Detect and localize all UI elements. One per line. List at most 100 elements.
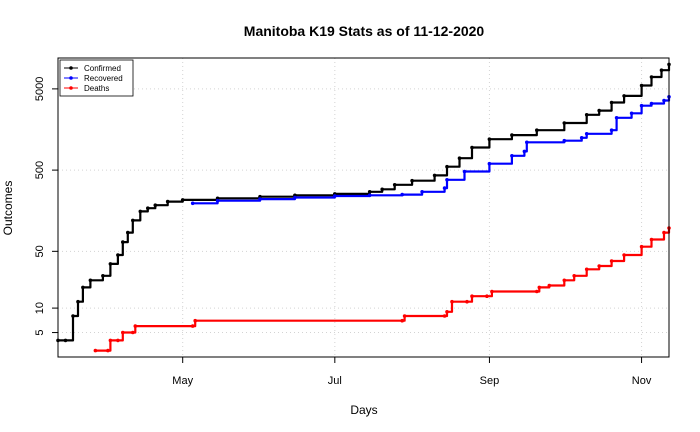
axes: May Jul Sep Nov 5 10 50 500 5000: [34, 77, 652, 387]
data-point-deaths: [639, 244, 644, 249]
data-point-confirmed: [562, 121, 567, 125]
data-point-confirmed: [380, 187, 385, 192]
data-point-recovered: [614, 116, 619, 120]
data-point-recovered: [522, 149, 527, 154]
data-point-deaths: [402, 314, 407, 318]
data-point-deaths: [572, 274, 576, 278]
data-point-confirmed: [76, 299, 80, 304]
legend-marker-recovered: [69, 76, 73, 80]
data-point-deaths: [537, 285, 542, 290]
x-axis-label: Days: [350, 403, 377, 417]
data-point-confirmed: [535, 128, 539, 132]
data-point-deaths: [116, 338, 120, 343]
data-point-confirmed: [126, 230, 130, 235]
data-point-deaths: [649, 237, 654, 242]
data-point-confirmed: [597, 108, 601, 113]
data-point-recovered: [367, 193, 372, 198]
series-line-recovered: [192, 96, 671, 205]
data-point-recovered: [445, 178, 449, 182]
data-point-recovered: [662, 98, 666, 103]
data-point-confirmed: [487, 137, 492, 141]
data-point-recovered: [333, 194, 337, 198]
data-point-deaths: [108, 338, 113, 343]
data-point-recovered: [258, 197, 262, 201]
data-point-deaths: [190, 324, 195, 328]
data-point-recovered: [462, 169, 467, 174]
series-line-deaths: [95, 228, 671, 352]
data-point-confirmed: [510, 133, 514, 137]
data-point-confirmed: [445, 164, 449, 169]
data-point-confirmed: [101, 274, 105, 278]
legend-label-confirmed: Confirmed: [84, 64, 121, 73]
data-point-deaths: [470, 294, 474, 299]
data-point-confirmed: [165, 199, 170, 204]
data-point-confirmed: [609, 100, 614, 105]
data-point-deaths: [662, 230, 666, 235]
data-point-recovered: [420, 190, 424, 194]
data-point-confirmed: [88, 278, 93, 283]
data-point-recovered: [584, 132, 589, 136]
data-point-confirmed: [71, 314, 75, 318]
data-point-confirmed: [63, 338, 68, 343]
data-point-recovered: [609, 128, 614, 132]
data-point-recovered: [629, 111, 634, 116]
data-point-deaths: [93, 348, 98, 353]
data-point-recovered: [487, 161, 492, 166]
data-point-confirmed: [432, 173, 437, 178]
data-point-recovered: [442, 186, 447, 190]
series-line-confirmed: [58, 64, 671, 342]
data-point-deaths: [450, 299, 454, 304]
data-point-confirmed: [153, 203, 158, 207]
y-axis-label: Outcomes: [1, 181, 15, 236]
data-point-deaths: [465, 299, 469, 304]
y-tick-label: 500: [34, 161, 46, 179]
data-point-deaths: [193, 318, 197, 323]
data-point-confirmed: [410, 178, 414, 183]
data-point-confirmed: [392, 183, 397, 187]
data-point-deaths: [133, 324, 138, 328]
series-layer: [56, 62, 671, 353]
data-point-deaths: [131, 330, 135, 335]
legend-label-recovered: Recovered: [84, 74, 123, 83]
x-tick-label: Nov: [632, 375, 652, 387]
data-point-confirmed: [180, 198, 185, 202]
data-point-confirmed: [116, 253, 120, 257]
data-point-deaths: [547, 283, 552, 288]
data-point-recovered: [639, 103, 644, 108]
data-point-confirmed: [108, 262, 113, 266]
data-point-confirmed: [367, 190, 372, 194]
data-point-confirmed: [584, 113, 589, 117]
data-point-recovered: [525, 140, 529, 145]
data-point-confirmed: [659, 68, 664, 72]
x-tick-label: May: [172, 375, 193, 387]
data-point-recovered: [293, 195, 297, 200]
legend-marker-confirmed: [69, 66, 73, 70]
data-point-confirmed: [622, 94, 626, 98]
data-point-deaths: [535, 289, 539, 294]
data-point-deaths: [445, 310, 449, 314]
y-tick-label: 5000: [34, 77, 46, 101]
data-point-deaths: [485, 294, 489, 299]
data-point-deaths: [121, 330, 125, 335]
x-tick-label: Jul: [328, 375, 342, 387]
data-point-deaths: [622, 253, 626, 257]
legend-label-deaths: Deaths: [84, 84, 109, 93]
data-point-recovered: [649, 101, 654, 106]
data-point-recovered: [400, 192, 405, 197]
x-tick-label: Sep: [480, 375, 500, 387]
data-point-deaths: [442, 314, 447, 318]
data-point-deaths: [490, 289, 494, 294]
data-point-confirmed: [457, 156, 462, 160]
data-point-recovered: [215, 198, 220, 203]
legend-marker-deaths: [69, 86, 73, 90]
data-point-recovered: [190, 201, 195, 206]
data-point-deaths: [609, 259, 614, 263]
data-point-confirmed: [138, 209, 143, 214]
data-point-deaths: [584, 267, 589, 272]
data-point-recovered: [510, 154, 514, 158]
data-point-confirmed: [146, 206, 150, 210]
chart-title: Manitoba K19 Stats as of 11-12-2020: [244, 23, 485, 39]
y-tick-label: 50: [34, 245, 46, 257]
